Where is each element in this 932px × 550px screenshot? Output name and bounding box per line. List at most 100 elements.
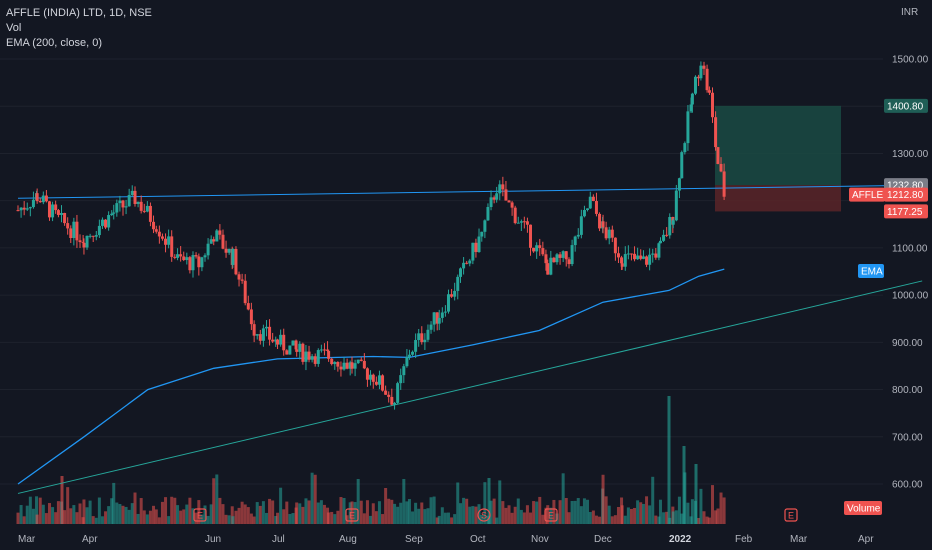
volume-bar (495, 517, 499, 524)
volume-bar (240, 501, 244, 524)
price-tick-label: 1500.00 (892, 55, 929, 66)
candle-body (504, 189, 508, 201)
volume-bar (72, 505, 76, 524)
candle-body (212, 239, 216, 242)
volume-bar (674, 510, 678, 524)
volume-bar (291, 513, 295, 524)
event-marker[interactable]: S (477, 508, 491, 522)
volume-bar (610, 516, 614, 524)
candle-body (668, 217, 672, 236)
candle-body (516, 222, 520, 224)
volume-bar (362, 513, 366, 524)
volume-bar (532, 501, 536, 524)
volume-bar (82, 499, 86, 524)
ema-indicator-label[interactable]: EMA (200, close, 0) (6, 37, 102, 49)
volume-bar (118, 504, 122, 524)
trendline-support[interactable] (17, 280, 923, 494)
candle-body (620, 263, 624, 267)
candle-body (31, 199, 35, 208)
volume-bar (356, 478, 360, 524)
candle-body (588, 196, 592, 209)
volume-bar (124, 506, 128, 524)
candle-body (555, 254, 559, 263)
volume-bar (393, 503, 397, 524)
volume-bar (588, 512, 592, 524)
volume-bar (22, 516, 26, 524)
candle-body (170, 236, 174, 257)
volume-bar (333, 514, 337, 524)
volume-bar (474, 506, 478, 524)
event-marker[interactable]: E (345, 508, 359, 522)
candle-body (234, 248, 238, 275)
volume-bar (227, 515, 231, 524)
svg-text:E: E (197, 511, 203, 521)
ema-tag: EMA (858, 264, 884, 278)
candle-body (255, 334, 259, 336)
candle-body (604, 227, 608, 239)
volume-bar (601, 474, 605, 524)
volume-bar (304, 498, 308, 524)
volume-bar (633, 507, 637, 524)
volume-bar (209, 504, 213, 524)
candle-body (191, 255, 195, 271)
volume-bar (69, 508, 73, 524)
volume-bar (221, 504, 225, 524)
position-zones[interactable] (715, 105, 841, 212)
candle-body (240, 279, 244, 281)
volume-bar (519, 509, 523, 524)
candle-body (626, 253, 630, 255)
trendlines[interactable] (17, 184, 923, 494)
candle-body (544, 254, 548, 264)
volume-bar (613, 515, 617, 524)
candle-body (282, 334, 286, 351)
candle-body (301, 343, 305, 362)
price-axis[interactable]: 600.00 700.00 800.00 900.00 1000.00 1100.00 13… (892, 7, 929, 491)
candle-body (420, 333, 424, 343)
target-zone[interactable] (715, 105, 841, 186)
candle-body (468, 260, 472, 264)
event-marker[interactable]: E (784, 508, 798, 522)
candle-body (564, 251, 568, 260)
candle-body (525, 221, 529, 225)
volume-bar (60, 476, 64, 524)
symbol-tag: AFFLE (849, 187, 885, 202)
event-marker[interactable]: E (544, 508, 558, 522)
volume-bar (179, 510, 183, 524)
svg-text:E: E (788, 511, 794, 521)
volume-bar (66, 487, 70, 524)
volume-bar (63, 510, 67, 524)
trendline-resistance[interactable] (17, 184, 923, 199)
volume-bar (399, 502, 403, 524)
candle-body (591, 196, 595, 202)
candle-body (495, 193, 499, 200)
symbol-title[interactable]: AFFLE (INDIA) LTD, 1D, NSE (6, 7, 152, 19)
volume-bar (353, 502, 357, 524)
candle-body (639, 255, 643, 259)
candle-body (56, 210, 60, 215)
volume-bar (371, 503, 375, 524)
candle-body (377, 375, 381, 385)
stop-zone[interactable] (715, 185, 841, 212)
volume-indicator-label[interactable]: Vol (6, 22, 22, 34)
time-tick-label: Jul (272, 534, 285, 545)
candle-body (246, 303, 250, 310)
volume-bar (626, 507, 630, 524)
time-axis[interactable]: Mar Apr Jun Jul Aug Sep Oct Nov Dec 2022 Feb Mar Apr (18, 534, 874, 545)
volume-bar (271, 500, 275, 524)
candle-body (722, 171, 726, 197)
volume-bar (414, 502, 418, 524)
target-price-tag: 1400.80 (884, 98, 928, 113)
candle-body (345, 362, 349, 369)
volume-bar (450, 517, 454, 524)
volume-bar (677, 496, 681, 524)
event-marker[interactable]: E (193, 508, 207, 522)
candle-body (365, 368, 369, 380)
candle-body (680, 152, 684, 179)
volume-bar (699, 488, 703, 524)
candle-body (716, 147, 720, 164)
volume-bar (648, 505, 652, 524)
candle-body (348, 362, 352, 369)
candle-body (456, 276, 460, 291)
